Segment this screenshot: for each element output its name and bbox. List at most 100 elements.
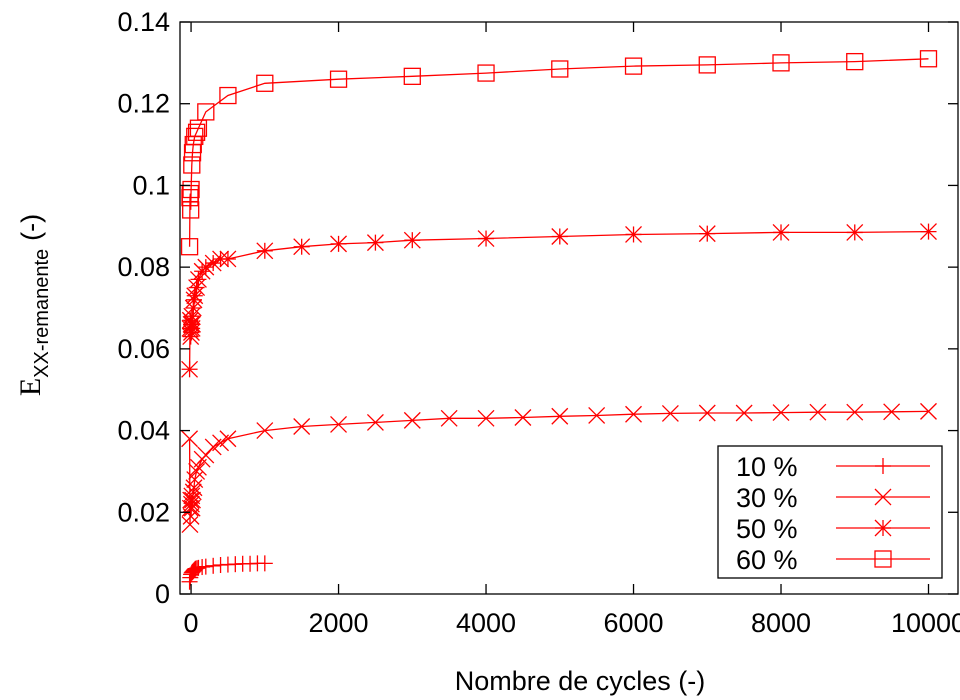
series-1-point-32 [735, 404, 753, 422]
x-tick-label-1: 2000 [309, 608, 369, 638]
plot-frame [179, 21, 959, 595]
legend-box [717, 445, 943, 579]
series-3-point-22 [919, 50, 938, 68]
series-3-point-5 [183, 156, 201, 174]
y-tick-label-1: 0.02 [117, 497, 170, 527]
legend-label-1: 30 % [736, 483, 798, 513]
series-1-point-1 [181, 516, 199, 534]
x-tick-label-0: 0 [184, 608, 199, 638]
series-3-point-14 [329, 70, 348, 88]
y-tick-label-2: 0.04 [117, 416, 170, 446]
series-1-point-7 [183, 499, 201, 517]
series-2-point-30 [920, 223, 937, 241]
x-tick-label-2: 4000 [456, 608, 516, 638]
series-2-point-15 [197, 258, 215, 276]
series-3-point-9 [187, 123, 206, 141]
series-1-point-26 [514, 409, 532, 426]
series-3-point-15 [403, 67, 421, 85]
series-0-point-12 [197, 558, 214, 575]
x-tick-label-5: 10000 [891, 608, 960, 638]
y-tick-label-7: 0.14 [117, 7, 170, 37]
series-line-2 [188, 230, 929, 370]
y-axis-title: EXX-remanente (-) [14, 214, 53, 396]
series-2-point-24 [477, 230, 495, 248]
legend: 10 %30 %50 %60 % [717, 445, 943, 579]
series-2-point-18 [219, 250, 237, 268]
series-1-point-35 [846, 403, 864, 421]
series-0-point-10 [190, 559, 207, 576]
series-2-point-23 [403, 231, 421, 249]
series-2-point-9 [184, 299, 202, 317]
series-1-point-27 [551, 407, 569, 425]
series-1-point-36 [883, 403, 901, 421]
series-1-point-4 [182, 507, 200, 525]
series-1-point-22 [366, 413, 384, 431]
series-2 [181, 223, 937, 378]
series-1-point-18 [219, 430, 237, 448]
legend-label-0: 10 % [736, 452, 798, 482]
series-0-point-0 [181, 573, 198, 590]
legend-marker-0 [875, 458, 891, 474]
series-3-point-18 [624, 57, 643, 75]
series-0-point-13 [205, 557, 222, 574]
y-axis-title-subscript: XX-remanente [31, 249, 53, 378]
series-3-point-16 [477, 64, 495, 82]
series-1-point-20 [293, 418, 311, 435]
y-tick-label-6: 0.12 [117, 89, 170, 119]
series-1-point-19 [256, 422, 274, 440]
series-3-point-0 [180, 238, 199, 256]
series-1-point-28 [588, 406, 606, 424]
series-2-point-22 [366, 234, 384, 252]
series-layer [180, 50, 938, 590]
series-3 [180, 50, 938, 256]
series-1-point-30 [661, 404, 679, 422]
y-tick-label-4: 0.08 [117, 252, 170, 282]
series-1-point-29 [625, 405, 642, 423]
legend-marker-1 [874, 488, 892, 506]
series-1-point-31 [698, 404, 716, 422]
series-0-point-6 [186, 562, 203, 579]
series-2-point-21 [330, 235, 348, 253]
legend-label-3: 60 % [736, 545, 798, 575]
series-1 [181, 402, 937, 534]
x-axis-title: Nombre de cycles (-) [455, 666, 706, 696]
series-1-point-33 [772, 404, 790, 422]
series-3-point-20 [772, 54, 790, 72]
legend-item-1: 30 % [736, 483, 930, 513]
series-3-point-21 [846, 52, 864, 71]
series-3-point-19 [698, 56, 716, 74]
series-3-point-3 [182, 201, 200, 219]
series-1-point-10 [185, 479, 203, 497]
series-1-point-24 [440, 409, 458, 427]
series-2-point-19 [256, 242, 274, 260]
y-axis-title-unit: (-) [16, 214, 46, 241]
series-2-point-28 [772, 223, 790, 241]
series-1-point-12 [188, 462, 206, 480]
legend-marker-2 [874, 519, 892, 537]
series-2-point-29 [846, 223, 864, 241]
series-2-point-0 [181, 360, 199, 378]
y-tick-label-5: 0.1 [132, 170, 170, 200]
y-axis-title-main: E [14, 378, 47, 396]
series-3-point-11 [197, 103, 215, 121]
series-3-point-12 [219, 86, 237, 105]
series-2-point-8 [184, 315, 201, 333]
series-1-point-37 [920, 402, 937, 420]
series-line-3 [188, 58, 929, 247]
series-2-point-25 [551, 228, 569, 245]
series-1-point-13 [189, 458, 207, 476]
series-3-point-4 [182, 180, 200, 199]
axes-layer: 0 0.02 0.04 0.06 0.08 0.1 0.12 0.14 0 2000 4000 600… [117, 7, 960, 638]
series-0-point-20 [256, 555, 273, 572]
x-tick-label-4: 8000 [751, 608, 811, 638]
series-3-point-13 [256, 74, 274, 92]
legend-label-2: 50 % [736, 514, 798, 544]
series-1-point-23 [403, 411, 421, 429]
series-3-point-17 [551, 60, 569, 78]
series-1-point-0 [181, 430, 199, 448]
series-2-point-26 [625, 225, 642, 243]
x-tick-label-3: 6000 [603, 608, 663, 638]
series-1-point-25 [477, 409, 495, 427]
